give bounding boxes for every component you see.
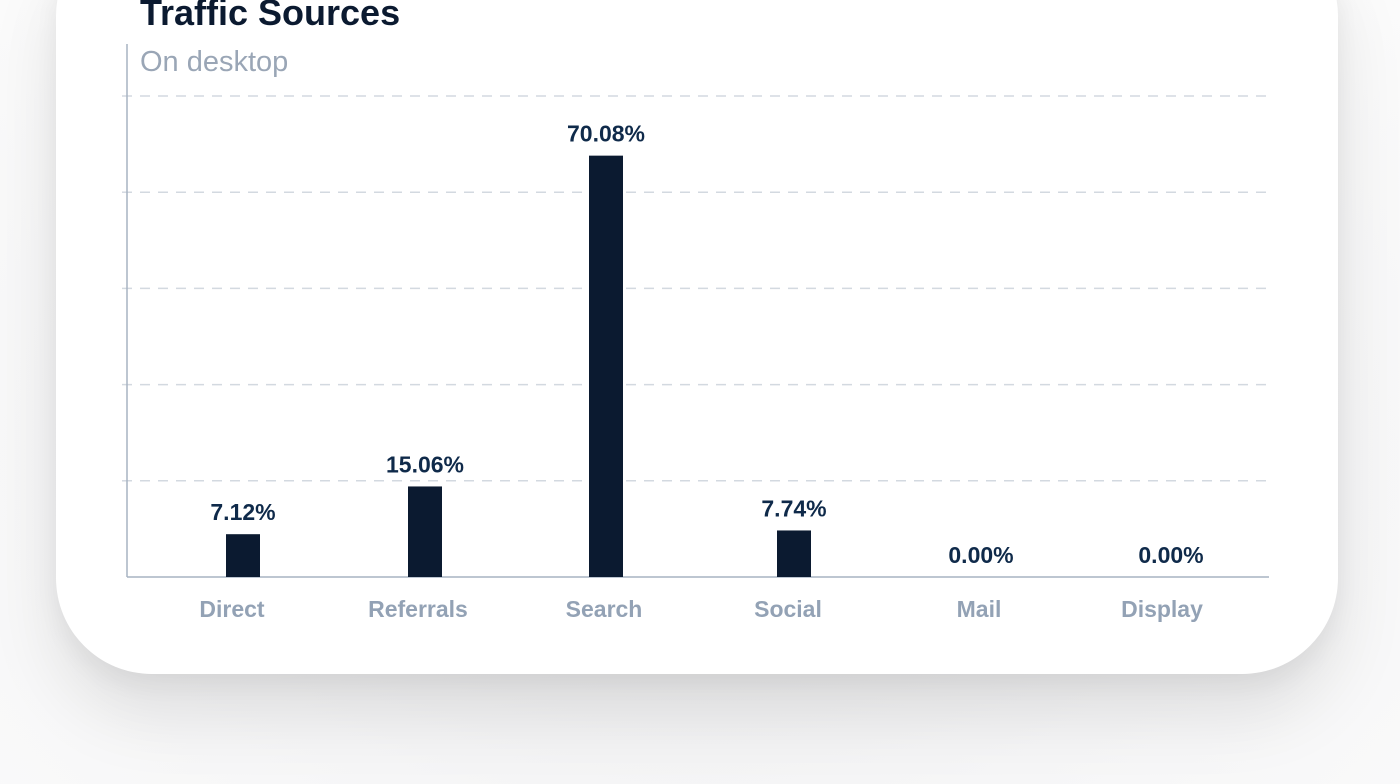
category-label-direct: Direct: [199, 596, 265, 622]
value-label-referrals: 15.06%: [386, 451, 464, 477]
bars: [226, 155, 811, 578]
bar-direct: [226, 534, 260, 577]
value-label-social: 7.74%: [761, 495, 826, 521]
bar-search: [589, 155, 623, 578]
value-label-search: 70.08%: [567, 121, 645, 147]
chart-subtitle: On desktop: [140, 46, 289, 78]
value-labels: 7.12% 15.06% 70.08% 7.74% 0.00% 0.00%: [210, 121, 1203, 568]
category-label-referrals: Referrals: [368, 596, 468, 622]
value-label-direct: 7.12%: [210, 499, 275, 525]
value-label-display: 0.00%: [1138, 542, 1203, 568]
category-label-mail: Mail: [957, 596, 1002, 622]
category-label-display: Display: [1121, 596, 1203, 622]
category-labels: Direct Referrals Search Social Mail Display: [199, 596, 1203, 622]
category-label-social: Social: [754, 596, 822, 622]
bar-social: [777, 530, 811, 577]
chart-card: [56, 0, 1338, 674]
chart-title: Traffic Sources: [140, 0, 401, 33]
gridlines: [122, 95, 1272, 482]
bar-referrals: [408, 486, 442, 577]
category-label-search: Search: [566, 596, 643, 622]
value-label-mail: 0.00%: [948, 542, 1013, 568]
